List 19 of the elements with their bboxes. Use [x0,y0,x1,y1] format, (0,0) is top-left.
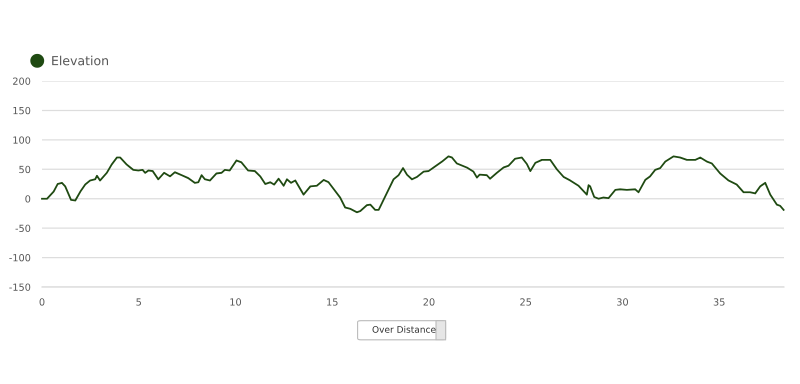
y-tick-label: 0 [25,195,30,203]
line-series [41,155,785,214]
x-tick-label: 20 [423,298,434,306]
y-tick-label: -150 [9,283,30,291]
x-tick-label: 35 [714,298,725,306]
x-tick-label: 5 [136,298,141,306]
x-tick-label: 10 [230,298,242,306]
x-tick-label: 0 [40,298,44,306]
y-tick-label: 50 [19,166,30,174]
x-tick-label: 30 [617,298,628,306]
x-tick-label: 15 [327,298,338,306]
x-tick-label: 25 [520,298,532,306]
y-tick-label: 200 [13,78,30,85]
y-tick-label: 100 [13,136,30,144]
y-tick-label: 150 [13,106,30,114]
legend-label: Elevation [52,56,108,66]
text: Over Distance [372,326,436,333]
y-tick-label: -50 [15,224,30,232]
y-tick-label: -100 [9,254,30,262]
